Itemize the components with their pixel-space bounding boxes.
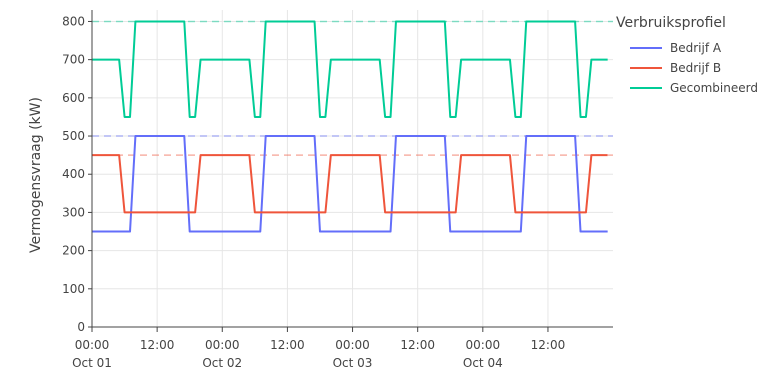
legend: Verbruiksprofiel Bedrijf A Bedrijf B Gecom… <box>616 15 758 95</box>
x-tick-labels: 00:00 Oct 01 12:00 00:00 Oct 02 12:00 00:00 Oct… <box>72 327 565 370</box>
y-tick-label: 600 <box>62 91 85 105</box>
series-lines <box>92 20 608 233</box>
series-line <box>92 154 608 214</box>
grid <box>91 10 613 327</box>
legend-label: Bedrijf B <box>670 61 721 75</box>
x-tick-label: 00:00 <box>466 338 501 352</box>
x-tick-label: 12:00 <box>140 338 175 352</box>
series-line <box>92 135 608 233</box>
y-tick-labels: 0 100 200 300 400 500 600 700 800 <box>62 14 92 334</box>
y-tick-label: 400 <box>62 167 85 181</box>
y-axis-title: Vermogensvraag (kW) <box>28 97 44 253</box>
y-tick-label: 300 <box>62 205 85 219</box>
x-tick-label: 12:00 <box>531 338 566 352</box>
x-tick-label: 12:00 <box>400 338 435 352</box>
series-line <box>92 20 608 118</box>
y-tick-label: 200 <box>62 244 85 258</box>
y-tick-label: 500 <box>62 129 85 143</box>
legend-items: Bedrijf A Bedrijf B Gecombineerd <box>630 41 758 95</box>
y-tick-label: 100 <box>62 282 85 296</box>
x-tick-label: 00:00 <box>335 338 370 352</box>
legend-item[interactable]: Bedrijf A <box>630 41 722 55</box>
y-tick-label: 700 <box>62 53 85 67</box>
x-tick-date-label: Oct 01 <box>72 356 112 370</box>
y-tick-label: 0 <box>77 320 85 334</box>
legend-label: Gecombineerd <box>670 81 758 95</box>
legend-title: Verbruiksprofiel <box>616 15 726 31</box>
legend-label: Bedrijf A <box>670 41 722 55</box>
x-tick-date-label: Oct 03 <box>333 356 373 370</box>
x-tick-date-label: Oct 02 <box>202 356 242 370</box>
legend-item[interactable]: Bedrijf B <box>630 61 721 75</box>
x-tick-label: 00:00 <box>75 338 110 352</box>
x-tick-label: 12:00 <box>270 338 305 352</box>
legend-item[interactable]: Gecombineerd <box>630 81 758 95</box>
x-tick-label: 00:00 <box>205 338 240 352</box>
y-tick-label: 800 <box>62 14 85 28</box>
x-tick-date-label: Oct 04 <box>463 356 503 370</box>
